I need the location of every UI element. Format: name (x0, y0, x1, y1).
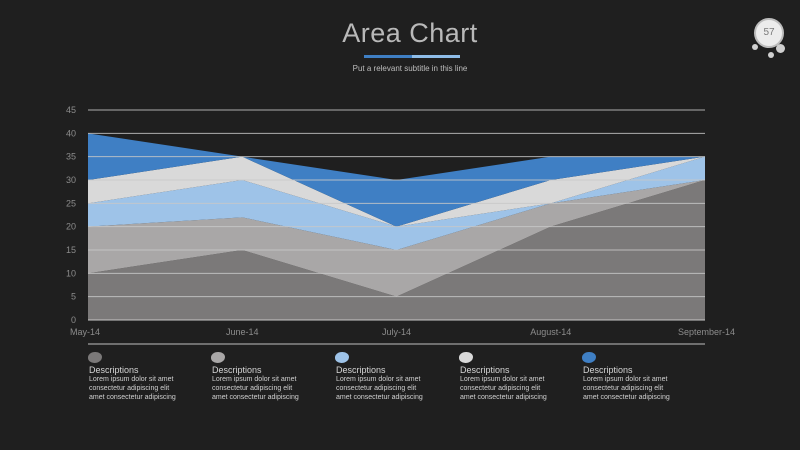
y-tick-label: 25 (66, 198, 76, 208)
legend-description: consectetur adipiscing elit (212, 385, 293, 392)
x-tick-label: June-14 (226, 327, 259, 337)
legend-title: Descriptions (212, 365, 262, 375)
y-tick-label: 0 (71, 315, 76, 325)
legend-description: consectetur adipiscing elit (336, 385, 417, 392)
legend-swatch (211, 352, 225, 363)
legend-swatch (335, 352, 349, 363)
legend-description: Lorem ipsum dolor sit amet (583, 376, 668, 383)
legend-description: consectetur adipiscing elit (583, 385, 664, 392)
legend-description: consectetur adipiscing elit (89, 385, 170, 392)
legend-title: Descriptions (583, 365, 633, 375)
legend-item: Descriptions Lorem ipsum dolor sit amet co… (333, 352, 458, 402)
title-underline-dark (364, 55, 412, 58)
x-tick-label: May-14 (70, 327, 100, 337)
legend-title: Descriptions (460, 365, 510, 375)
decor-bubble (768, 52, 774, 58)
legend-swatch (459, 352, 473, 363)
legend-description: Lorem ipsum dolor sit amet (89, 376, 174, 383)
x-tick-label: August-14 (530, 327, 571, 337)
legend-description: Lorem ipsum dolor sit amet (212, 376, 297, 383)
y-tick-label: 15 (66, 245, 76, 255)
area-series-4 (88, 156, 705, 227)
x-tick-label: September-14 (678, 327, 735, 337)
y-tick-label: 30 (66, 175, 76, 185)
legend-description: Lorem ipsum dolor sit amet (336, 376, 421, 383)
legend-description: amet consectetur adipiscing (336, 394, 423, 401)
legend-description: consectetur adipiscing elit (460, 385, 541, 392)
slide-title: Area Chart (342, 18, 478, 48)
legend-description: Lorem ipsum dolor sit amet (460, 376, 545, 383)
legend-item: Descriptions Lorem ipsum dolor sit amet co… (580, 352, 705, 402)
slide-subtitle: Put a relevant subtitle in this line (352, 64, 468, 73)
legend-description: amet consectetur adipiscing (212, 394, 299, 401)
decor-bubble (776, 44, 785, 53)
y-tick-label: 40 (66, 128, 76, 138)
decor-bubble (752, 44, 758, 50)
legend-item: Descriptions Lorem ipsum dolor sit amet co… (86, 352, 211, 402)
legend-item: Descriptions Lorem ipsum dolor sit amet co… (457, 352, 582, 402)
legend-swatch (88, 352, 102, 363)
legend-description: amet consectetur adipiscing (89, 394, 176, 401)
legend-description: amet consectetur adipiscing (460, 394, 547, 401)
y-tick-label: 5 (71, 292, 76, 302)
title-underline-light (412, 55, 460, 58)
legend-title: Descriptions (336, 365, 386, 375)
y-tick-label: 35 (66, 152, 76, 162)
page-number-badge: 57 (754, 18, 784, 48)
y-tick-label: 45 (66, 105, 76, 115)
legend-item: Descriptions Lorem ipsum dolor sit amet co… (209, 352, 334, 402)
legend-title: Descriptions (89, 365, 139, 375)
y-tick-label: 10 (66, 268, 76, 278)
area-series-1 (88, 180, 705, 320)
legend-swatch (582, 352, 596, 363)
legend-description: amet consectetur adipiscing (583, 394, 670, 401)
x-tick-label: July-14 (382, 327, 411, 337)
y-tick-label: 20 (66, 222, 76, 232)
area-series-2 (88, 180, 705, 297)
